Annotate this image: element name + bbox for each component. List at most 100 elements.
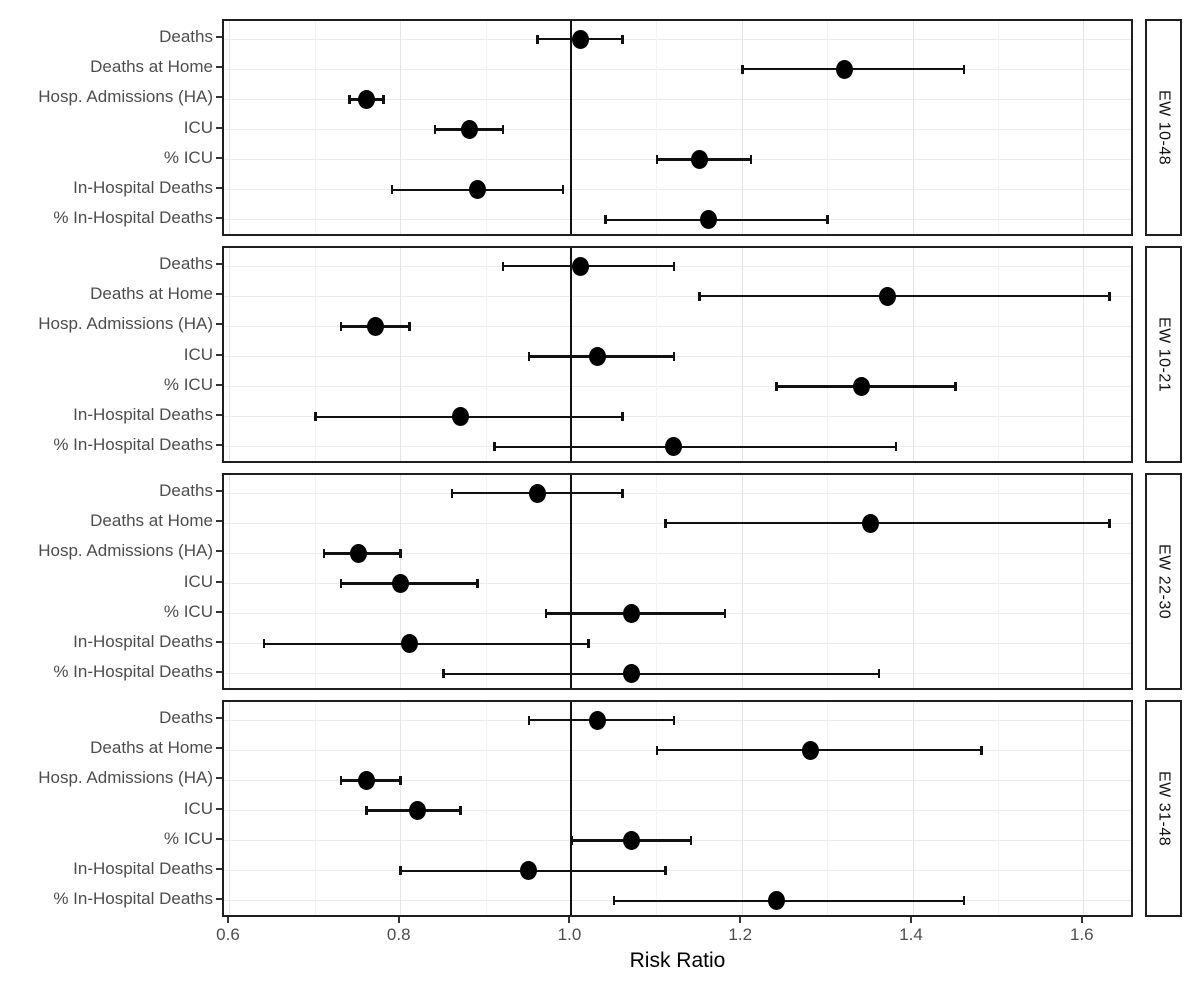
y-axis-tick [216, 520, 222, 523]
x-axis-tick [739, 917, 742, 923]
point-estimate-dot [861, 513, 879, 533]
y-axis-category-label: Deaths at Home [90, 57, 213, 77]
ci-cap-right [894, 442, 898, 452]
gridline-vertical-minor [485, 248, 487, 461]
confidence-interval-bar [503, 264, 674, 268]
x-axis-tick-label: 1.2 [728, 925, 753, 944]
gridline-vertical-minor [827, 475, 829, 688]
gridline-vertical-minor [656, 475, 658, 688]
gridline-horizontal [224, 325, 1131, 327]
reference-line [570, 248, 573, 461]
gridline-vertical-major [912, 21, 914, 234]
confidence-interval-bar [665, 521, 1110, 525]
point-estimate-dot [469, 180, 487, 200]
ci-cap-right [954, 382, 957, 392]
gridline-vertical-minor [485, 702, 487, 915]
ci-cap-left [433, 125, 437, 134]
y-axis-tick [216, 897, 222, 900]
y-axis-category-label: In-Hospital Deaths [73, 177, 213, 197]
ci-cap-left [655, 155, 659, 165]
gridline-vertical-major [1083, 702, 1085, 915]
y-axis-tick [216, 777, 222, 780]
confidence-interval-bar [264, 642, 589, 646]
x-axis-title: Risk Ratio [629, 949, 726, 972]
y-axis-tick [216, 837, 222, 840]
y-axis-tick [216, 867, 222, 870]
ci-cap-right [826, 215, 829, 225]
gridline-horizontal [224, 583, 1131, 584]
ci-cap-right [501, 125, 505, 134]
gridline-vertical-minor [314, 21, 316, 234]
y-axis-category-label: Hosp. Admissions (HA) [38, 768, 213, 788]
gridline-vertical-major [229, 702, 231, 915]
y-axis-tick [216, 383, 222, 386]
y-axis-category-label: ICU [183, 798, 213, 818]
y-axis-category-label: ICU [183, 571, 213, 591]
y-axis-category-label: % In-Hospital Deaths [53, 888, 213, 908]
gridline-horizontal [224, 356, 1131, 357]
y-axis-tick [216, 443, 222, 446]
y-axis-tick [216, 747, 222, 750]
point-estimate-dot [528, 483, 546, 503]
facet-panel [222, 246, 1133, 463]
gridline-horizontal [224, 719, 1131, 721]
gridline-horizontal [224, 643, 1131, 645]
y-axis-category-label: % ICU [163, 601, 213, 621]
gridline-vertical-major [229, 248, 231, 461]
gridline-horizontal [224, 779, 1131, 781]
x-axis-tick [910, 917, 912, 923]
y-axis-category-label: ICU [183, 344, 213, 364]
ci-cap-left [262, 639, 266, 649]
confidence-interval-bar [494, 445, 896, 449]
ci-cap-right [621, 488, 624, 498]
y-axis-category-label: Deaths [159, 708, 213, 728]
facet-strip-label: EW 31-48 [1155, 770, 1173, 847]
point-estimate-dot [699, 210, 717, 230]
point-estimate-dot [622, 831, 640, 851]
gridline-vertical-major [400, 702, 402, 915]
point-estimate-dot [588, 710, 606, 730]
ci-cap-left [365, 806, 368, 815]
y-axis-tick [216, 126, 222, 129]
gridline-vertical-minor [997, 702, 999, 915]
y-axis-tick [216, 670, 222, 673]
facet-strip: EW 10-21 [1145, 246, 1182, 463]
point-estimate-dot [392, 574, 410, 593]
gridline-vertical-minor [314, 248, 316, 461]
y-axis-category-label: % ICU [163, 147, 213, 167]
ci-cap-left [501, 261, 505, 271]
y-axis-tick [216, 610, 222, 613]
ci-cap-right [587, 639, 590, 649]
point-estimate-dot [622, 604, 640, 624]
ci-cap-left [612, 896, 616, 906]
y-axis-tick [216, 96, 222, 99]
ci-cap-right [1108, 291, 1111, 301]
y-axis-category-label: Hosp. Admissions (HA) [38, 314, 213, 334]
gridline-horizontal [224, 129, 1131, 130]
gridline-vertical-major [741, 21, 743, 234]
y-axis-category-label: % In-Hospital Deaths [53, 207, 213, 227]
point-estimate-dot [452, 407, 469, 427]
gridline-horizontal [224, 416, 1131, 418]
point-estimate-dot [588, 347, 606, 366]
ci-cap-right [621, 34, 624, 44]
point-estimate-dot [836, 59, 854, 79]
ci-cap-left [450, 488, 454, 498]
y-axis-tick [216, 66, 222, 69]
point-estimate-dot [622, 664, 640, 684]
confidence-interval-bar [699, 294, 1110, 298]
gridline-horizontal [224, 265, 1131, 267]
y-axis-tick [216, 717, 222, 720]
gridline-horizontal [224, 189, 1131, 191]
ci-cap-right [877, 669, 881, 679]
point-estimate-dot [767, 891, 785, 911]
x-axis-tick [226, 917, 229, 923]
ci-cap-right [399, 548, 402, 558]
ci-cap-left [493, 442, 496, 452]
gridline-vertical-minor [656, 248, 658, 461]
gridline-horizontal [224, 295, 1131, 297]
y-axis-category-label: In-Hospital Deaths [73, 631, 213, 651]
confidence-interval-bar [443, 672, 879, 676]
ci-cap-right [672, 715, 676, 725]
